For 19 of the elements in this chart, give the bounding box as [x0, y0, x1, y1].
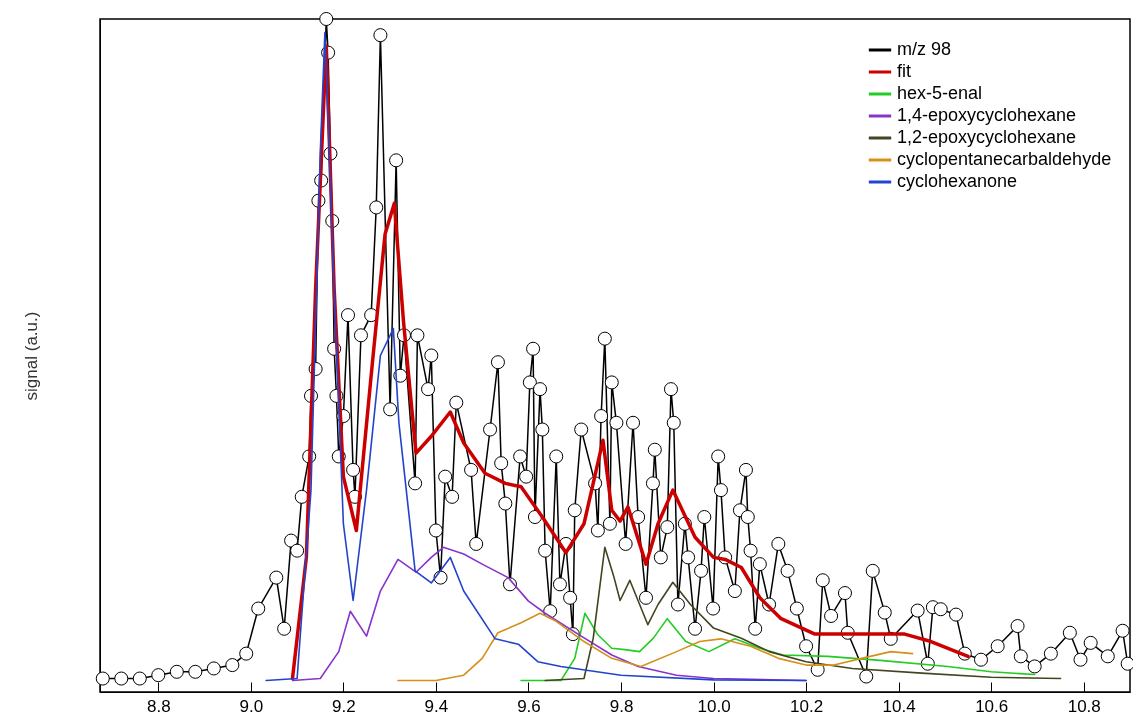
- x-tick-label: 10.6: [975, 696, 1009, 715]
- x-tick-label: 8.8: [146, 696, 171, 715]
- x-tick-label: 10.4: [882, 696, 916, 715]
- x-tick-label: 10.0: [697, 696, 731, 715]
- legend-label: m/z 98: [897, 39, 952, 59]
- legend-label: 1,2-epoxycyclohexane: [897, 127, 1077, 147]
- x-tick-label: 9.0: [239, 696, 264, 715]
- legend-label: fit: [897, 61, 912, 81]
- legend-label: hex-5-enal: [897, 83, 983, 103]
- legend-label: 1,4-epoxycyclohexane: [897, 105, 1077, 125]
- x-tick-label: 9.8: [609, 696, 634, 715]
- x-tick-label: 9.2: [332, 696, 356, 715]
- x-tick-label: 10.2: [790, 696, 824, 715]
- legend-label: cyclopentanecarbaldehyde: [897, 149, 1112, 169]
- y-axis-title: signal (a.u.): [21, 311, 41, 401]
- x-tick-label: 10.8: [1067, 696, 1101, 715]
- x-tick-label: 9.6: [517, 696, 541, 715]
- x-tick-label: 9.4: [424, 696, 449, 715]
- legend-label: cyclohexanone: [897, 171, 1018, 191]
